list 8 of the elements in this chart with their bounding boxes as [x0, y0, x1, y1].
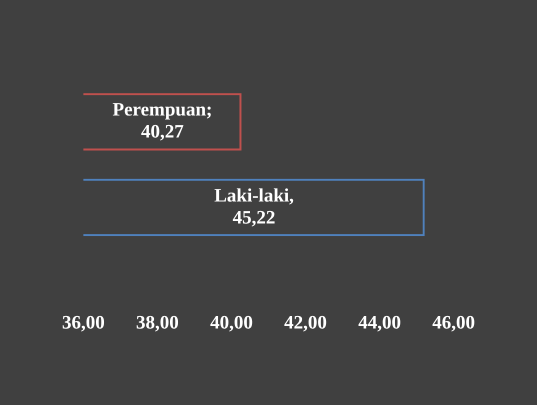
x-tick-label: 42,00: [284, 312, 327, 334]
x-tick-label: 40,00: [210, 312, 253, 334]
x-tick-label: 38,00: [136, 312, 179, 334]
x-tick-label: 46,00: [432, 312, 475, 334]
x-tick-label: 44,00: [358, 312, 401, 334]
data-label: Perempuan; 40,27: [112, 100, 212, 143]
x-tick-label: 36,00: [62, 312, 105, 334]
data-label: Laki-laki, 45,22: [214, 185, 294, 228]
